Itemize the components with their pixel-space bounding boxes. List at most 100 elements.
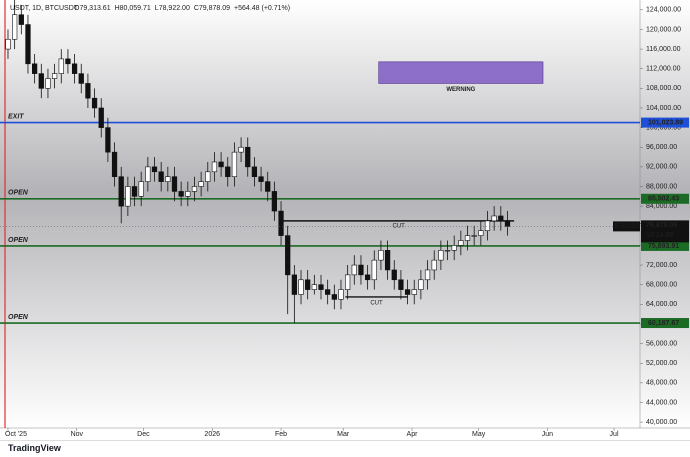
last-price-label: 79,878.09 — [646, 222, 677, 229]
zone-label: WERNING — [446, 87, 475, 93]
y-tick-label: 44,000.00 — [646, 399, 677, 406]
candle-body — [318, 284, 324, 290]
candle-body — [265, 181, 271, 192]
candle-body — [424, 269, 431, 281]
candle-body — [431, 259, 437, 271]
x-tick-label: Jul — [610, 431, 619, 438]
footer: TradingView — [0, 440, 690, 457]
level-tag: OPEN — [8, 190, 29, 197]
candle-body — [5, 38, 11, 50]
last-price-box — [641, 220, 689, 243]
y-tick-label: 64,000.00 — [646, 301, 677, 308]
y-tick-label: 96,000.00 — [646, 144, 677, 151]
candle-body — [105, 127, 111, 153]
candle-body — [198, 181, 204, 187]
candle-body — [451, 245, 457, 251]
candle-body — [238, 146, 244, 153]
level-tag: OPEN — [8, 314, 29, 321]
y-tick-label: 112,000.00 — [646, 66, 681, 73]
candle-body — [311, 284, 317, 290]
chart: USDT, 1D, BTCUSDT O79,313.61 H80,059.71 L7… — [0, 0, 690, 438]
candle-body — [491, 215, 497, 222]
ohlc-value: O79,313.61 — [74, 5, 111, 12]
x-tick-label: Nov — [71, 431, 84, 438]
candle-body — [364, 274, 371, 281]
candle-body — [45, 78, 51, 89]
candle-body — [111, 151, 118, 177]
candle-body — [12, 14, 18, 40]
ohlc-value: +564.48 (+0.71%) — [234, 5, 290, 12]
candle-body — [245, 146, 251, 168]
level-label-box — [641, 318, 689, 329]
x-tick-label: Oct '25 — [5, 431, 27, 438]
candle-body — [458, 240, 464, 246]
candle-body — [351, 264, 357, 276]
y-tick-label: 52,000.00 — [646, 360, 677, 367]
level-tag: EXIT — [8, 113, 24, 120]
plot-background — [0, 0, 690, 428]
x-tick-label: Feb — [275, 431, 287, 438]
y-tick-label: 48,000.00 — [646, 380, 677, 387]
candle-body — [165, 176, 171, 182]
ohlc-value: C79,878.09 — [194, 5, 230, 12]
candle-body — [158, 171, 164, 182]
candle-body — [285, 235, 291, 276]
candle-body — [331, 294, 337, 300]
candle-body — [305, 279, 311, 290]
candle-body — [118, 176, 124, 207]
candle-body — [464, 235, 471, 241]
symbol-box — [613, 221, 640, 232]
candle-body — [38, 73, 44, 89]
candle-body — [25, 24, 31, 65]
candle-body — [338, 289, 344, 300]
candle-body — [185, 191, 191, 197]
cut-label: CUT — [370, 301, 383, 307]
candle-body — [358, 264, 364, 276]
candle-body — [498, 215, 504, 222]
candle-body — [345, 274, 351, 290]
candle-body — [231, 151, 238, 177]
candle-body — [418, 279, 424, 290]
y-tick-label: 120,000.00 — [646, 26, 681, 33]
x-tick-label: Jun — [542, 431, 553, 438]
candle-body — [504, 220, 511, 227]
y-tick-label: 68,000.00 — [646, 282, 677, 289]
candle-body — [205, 171, 211, 182]
y-tick-label: 84,000.00 — [646, 203, 677, 210]
candle-body — [384, 250, 391, 271]
x-tick-label: Mar — [337, 431, 350, 438]
y-tick-label: 72,000.00 — [646, 262, 677, 269]
chart-title: USDT, 1D, BTCUSDT — [10, 5, 79, 12]
candle-body — [411, 289, 417, 295]
level-label: 75,893.91 — [648, 243, 679, 250]
x-tick-label: May — [472, 431, 486, 438]
candle-body — [191, 186, 198, 192]
x-tick-label: Dec — [137, 431, 150, 438]
level-label: 60,187.67 — [648, 320, 679, 327]
candle-body — [371, 259, 377, 281]
candle-body — [271, 191, 278, 212]
y-tick-label: 88,000.00 — [646, 183, 677, 190]
x-tick-label: Apr — [407, 431, 419, 438]
ohlc-value: H80,059.71 — [115, 5, 151, 12]
candle-body — [291, 274, 297, 295]
candle-body — [58, 58, 64, 74]
candle-body — [225, 166, 231, 177]
x-tick-label: 2026 — [204, 431, 220, 438]
level-label-box — [641, 193, 689, 204]
candle-body — [151, 166, 158, 173]
candle-body — [404, 289, 411, 295]
candle-body — [398, 279, 404, 290]
candle-body — [71, 63, 78, 74]
warning-zone — [378, 61, 544, 84]
candle-body — [278, 210, 284, 236]
candle-body — [484, 220, 491, 231]
level-label: 85,502.43 — [648, 196, 679, 203]
candle-body — [98, 107, 104, 128]
candle-body — [51, 73, 58, 79]
candle-body — [218, 161, 224, 168]
candle-body — [478, 230, 484, 236]
y-tick-label: 56,000.00 — [646, 340, 677, 347]
candle-body — [211, 161, 218, 173]
